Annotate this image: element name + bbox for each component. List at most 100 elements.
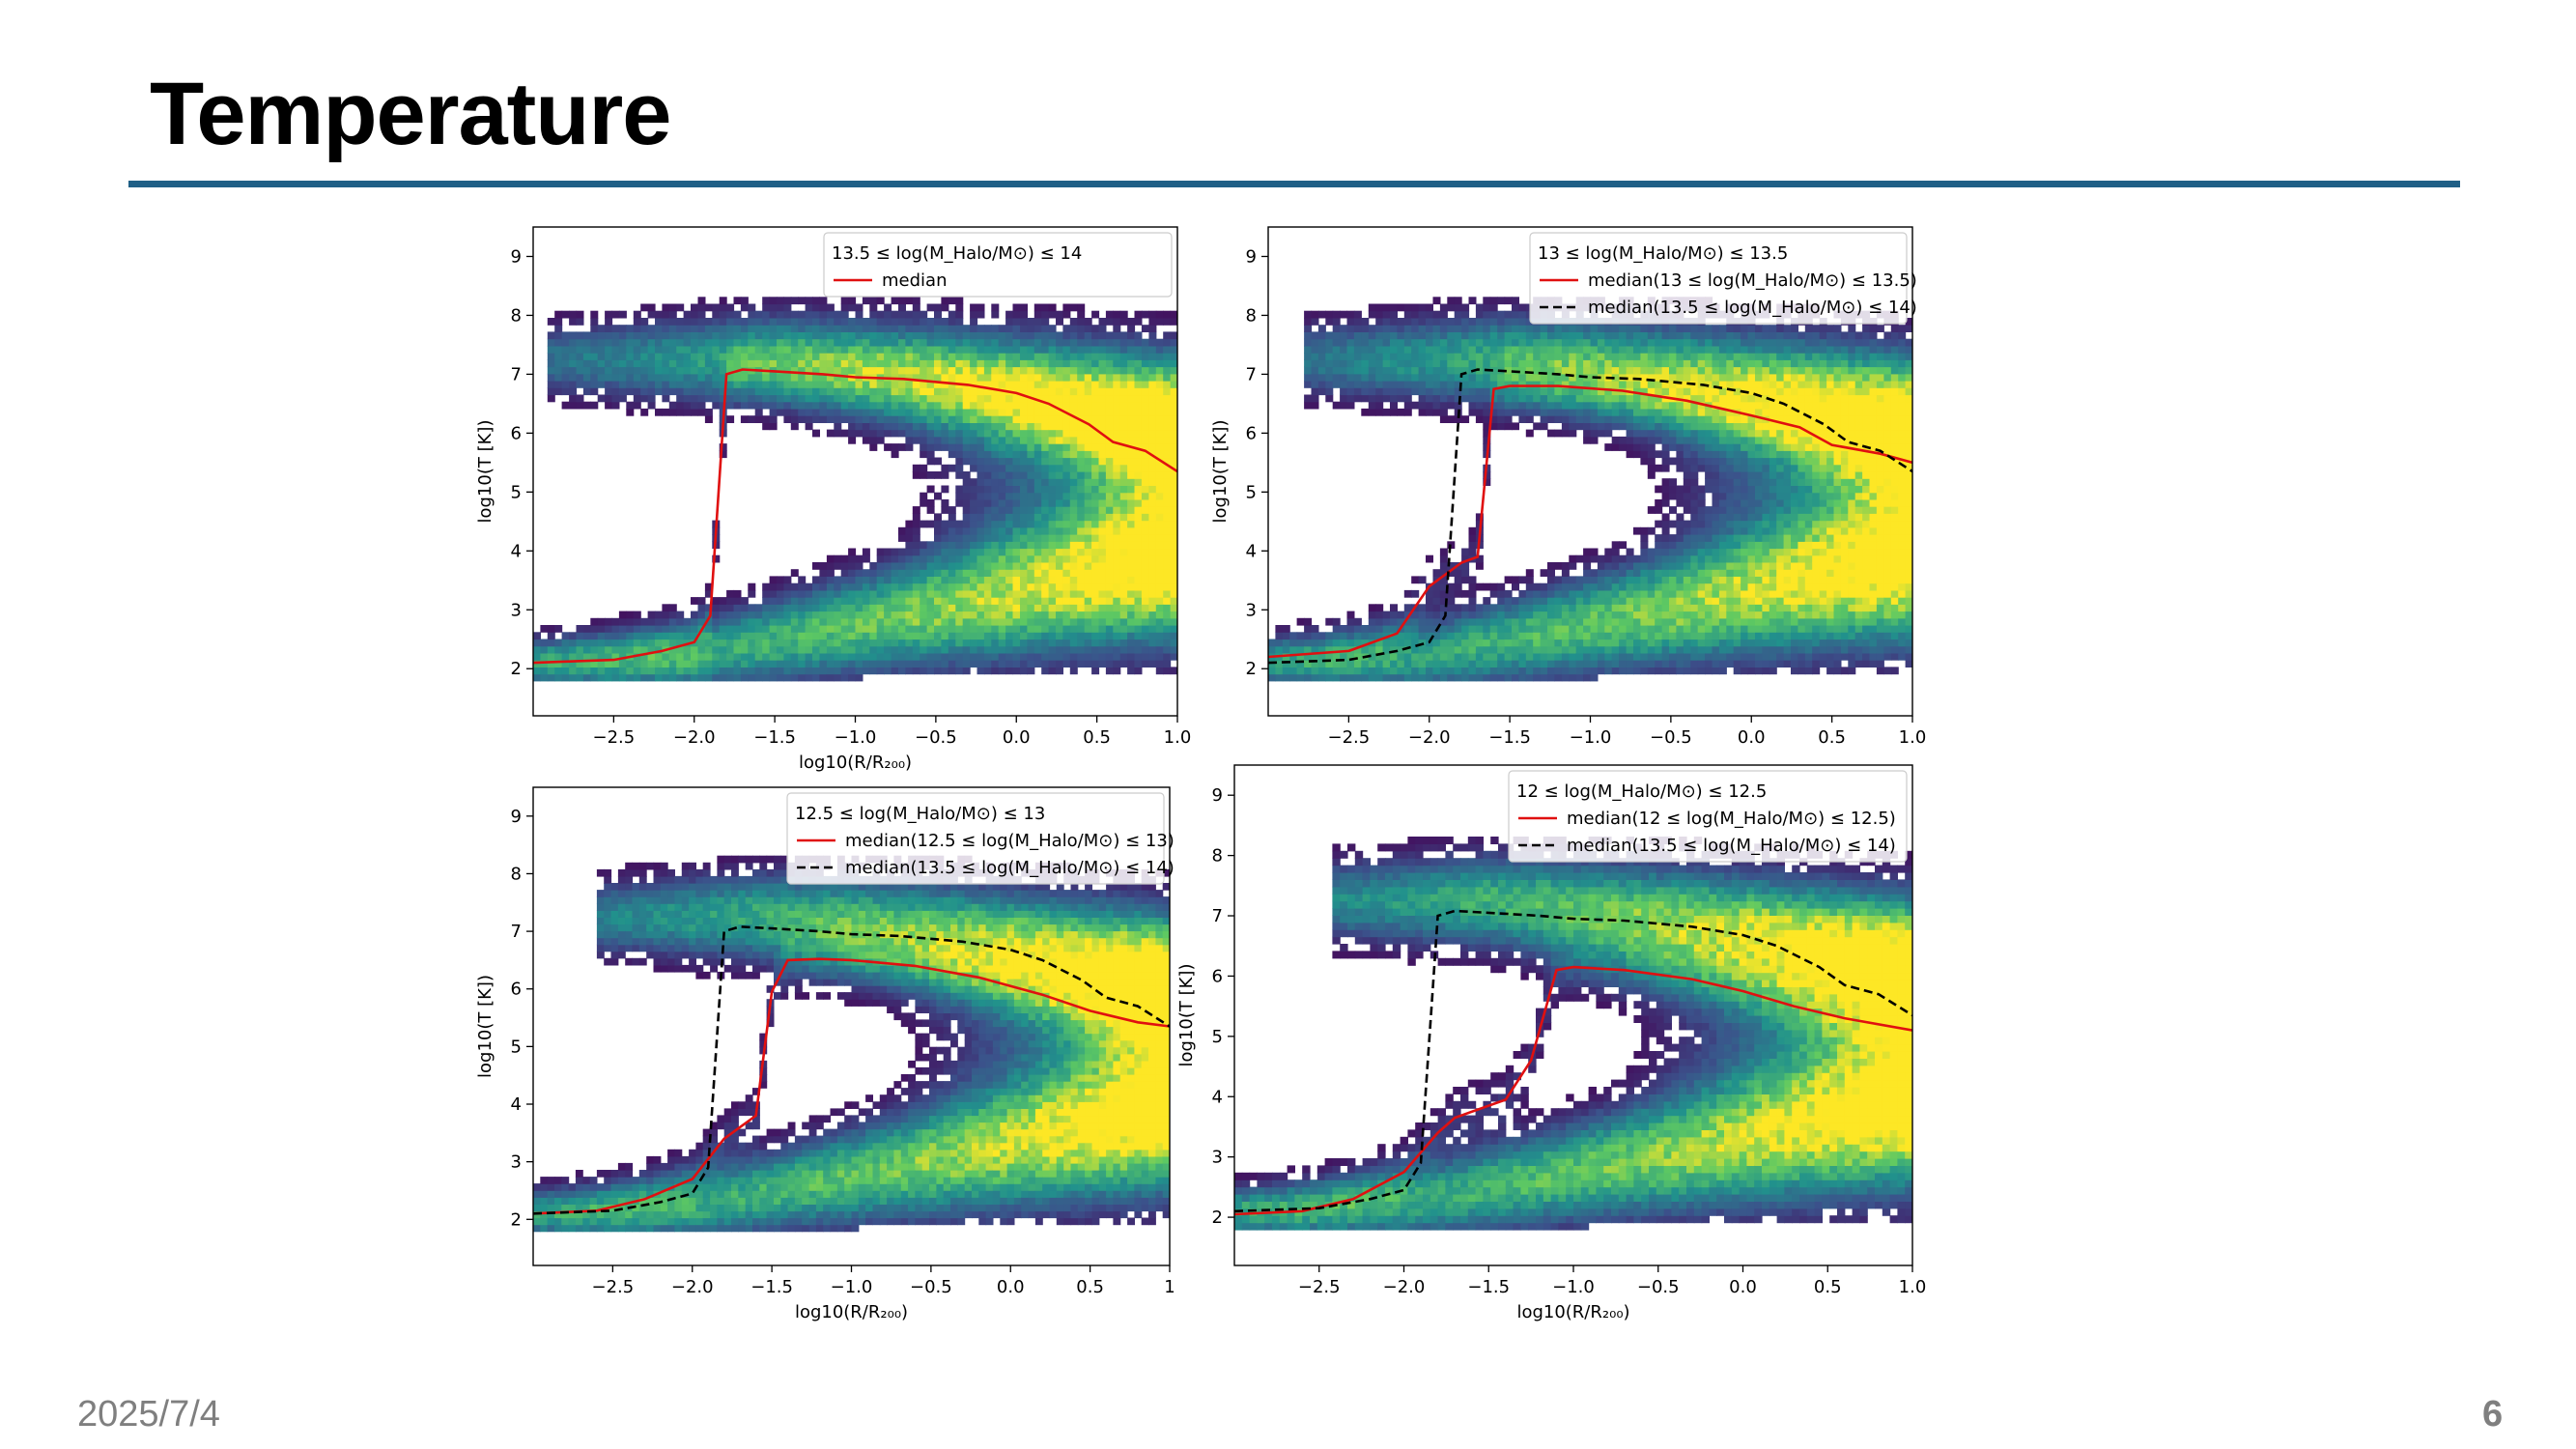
y-tick-label: 2 (511, 659, 522, 679)
y-tick-label: 9 (1212, 785, 1223, 806)
median-line (533, 368, 1177, 665)
x-tick-label: −0.5 (910, 1277, 952, 1297)
y-tick-label: 4 (511, 1094, 522, 1115)
x-tick-label: 0.5 (1083, 727, 1111, 748)
x-tick-label: −2.0 (1383, 1277, 1426, 1297)
footer-date: 2025/7/4 (77, 1394, 220, 1435)
density-heatmap (533, 227, 1177, 716)
x-tick-label: 0.5 (1076, 1277, 1104, 1297)
y-tick-label: 3 (511, 600, 522, 620)
x-tick-label: −1.0 (835, 727, 877, 748)
x-tick-label: −1.0 (1570, 727, 1612, 748)
y-tick-label: 4 (511, 541, 522, 561)
x-tick-label: 0.5 (1814, 1277, 1842, 1297)
x-tick-label: −0.5 (915, 727, 957, 748)
y-axis-label: log10(T [K]) (475, 975, 495, 1078)
x-tick-label: 0.5 (1818, 727, 1846, 748)
chart-panel-2: −2.5 −2.0 −1.5 −1.0 −0.5 0.0 0.5 1.0 2 3 4 5 6 7 8 9 log… (1210, 226, 1927, 748)
y-tick-label: 8 (511, 864, 522, 884)
y-tick-label: 3 (511, 1152, 522, 1173)
median-line (533, 957, 1170, 1215)
legend-title: 13.5 ≤ log(M_Halo/M⊙) ≤ 14 (832, 243, 1082, 264)
x-tick-label: −2.5 (593, 727, 636, 748)
x-tick-label: −1.0 (831, 1277, 873, 1297)
x-axis-label: log10(R/R₂₀₀) (799, 753, 912, 773)
y-axis-label: log10(T [K]) (475, 420, 495, 524)
y-tick-label: 3 (1246, 600, 1257, 620)
x-tick-label: 1.0 (1164, 727, 1192, 748)
legend-entry: median (882, 270, 947, 291)
y-tick-label: 2 (1212, 1208, 1223, 1228)
y-axis-label: log10(T [K]) (1210, 420, 1231, 524)
x-axis-label: log10(R/R₂₀₀) (1516, 1302, 1629, 1322)
median-line (1234, 965, 1912, 1216)
y-axis-label: log10(T [K]) (1176, 964, 1197, 1067)
y-tick-label: 5 (511, 482, 522, 502)
page-number: 6 (2482, 1394, 2504, 1435)
y-tick-label: 9 (1246, 246, 1257, 267)
legend-title: 12.5 ≤ log(M_Halo/M⊙) ≤ 13 (795, 804, 1045, 824)
median-line (1268, 384, 1912, 659)
x-tick-label: 0.0 (1003, 727, 1031, 748)
y-tick-label: 5 (1246, 482, 1257, 502)
title-rule (128, 181, 2460, 187)
y-tick-label: 7 (511, 364, 522, 384)
median-line-reference (1234, 909, 1912, 1213)
x-tick-label: −1.0 (1552, 1277, 1595, 1297)
y-tick-label: 2 (1246, 659, 1257, 679)
x-tick-label: 1.0 (1899, 1277, 1927, 1297)
y-tick-label: 7 (1212, 906, 1223, 926)
y-tick-label: 7 (511, 922, 522, 942)
legend-entry: median(12.5 ≤ log(M_Halo/M⊙) ≤ 13) (845, 831, 1175, 851)
x-tick-label: 0.0 (1738, 727, 1766, 748)
x-tick-label: 0.0 (997, 1277, 1025, 1297)
x-axis-label: log10(R/R₂₀₀) (795, 1302, 908, 1322)
x-tick-label: −1.5 (750, 1277, 793, 1297)
y-tick-label: 7 (1246, 364, 1257, 384)
x-tick-label: 1 (1164, 1277, 1175, 1297)
y-tick-label: 5 (511, 1037, 522, 1057)
x-tick-label: −1.5 (1488, 727, 1531, 748)
y-tick-label: 2 (511, 1209, 522, 1230)
x-tick-label: −2.0 (671, 1277, 714, 1297)
legend-title: 12 ≤ log(M_Halo/M⊙) ≤ 12.5 (1516, 781, 1767, 802)
x-tick-label: −2.0 (1408, 727, 1451, 748)
legend: 13.5 ≤ log(M_Halo/M⊙) ≤ 14 median (823, 232, 1173, 298)
y-tick-label: 6 (1246, 423, 1257, 443)
density-heatmap (1234, 765, 1912, 1265)
x-tick-label: −2.5 (592, 1277, 635, 1297)
y-tick-label: 3 (1212, 1148, 1223, 1168)
x-tick-label: −2.5 (1298, 1277, 1341, 1297)
x-tick-label: −0.5 (1650, 727, 1692, 748)
y-tick-label: 6 (511, 423, 522, 443)
legend-entry: median(13.5 ≤ log(M_Halo/M⊙) ≤ 14) (1567, 836, 1896, 856)
legend: 12.5 ≤ log(M_Halo/M⊙) ≤ 13 median(12.5 ≤ … (786, 792, 1175, 885)
x-tick-label: −2.5 (1328, 727, 1371, 748)
x-tick-label: 0.0 (1729, 1277, 1757, 1297)
y-tick-label: 9 (511, 246, 522, 267)
x-tick-label: −1.5 (1467, 1277, 1510, 1297)
chart-panel-1: −2.5 −2.0 −1.5 −1.0 −0.5 0.0 0.5 1.0 2 3 4 5 6 7 8 9 log… (475, 226, 1192, 773)
y-tick-label: 8 (1246, 305, 1257, 326)
x-tick-label: 1.0 (1899, 727, 1927, 748)
x-tick-label: −0.5 (1637, 1277, 1680, 1297)
slide-title: Temperature (150, 65, 671, 163)
chart-panel-4: −2.5 −2.0 −1.5 −1.0 −0.5 0.0 0.5 1.0 2 3 4 5 6 7 8 9 log… (1176, 764, 1927, 1322)
y-tick-label: 6 (511, 980, 522, 1000)
y-tick-label: 9 (511, 807, 522, 827)
legend-entry: median(13.5 ≤ log(M_Halo/M⊙) ≤ 14) (845, 858, 1175, 878)
x-tick-label: −1.5 (753, 727, 796, 748)
median-line-reference (533, 924, 1170, 1215)
y-tick-label: 4 (1246, 541, 1257, 561)
legend-entry: median(12 ≤ log(M_Halo/M⊙) ≤ 12.5) (1567, 809, 1896, 829)
y-tick-label: 8 (511, 305, 522, 326)
legend-entry: median(13 ≤ log(M_Halo/M⊙) ≤ 13.5) (1588, 270, 1917, 291)
legend: 13 ≤ log(M_Halo/M⊙) ≤ 13.5 median(13 ≤ lo… (1529, 232, 1917, 325)
legend-entry: median(13.5 ≤ log(M_Halo/M⊙) ≤ 14) (1588, 298, 1917, 318)
median-line-reference (1268, 368, 1912, 665)
y-tick-label: 5 (1212, 1027, 1223, 1047)
legend: 12 ≤ log(M_Halo/M⊙) ≤ 12.5 median(12 ≤ lo… (1508, 770, 1908, 863)
x-tick-label: −2.0 (673, 727, 716, 748)
y-tick-label: 8 (1212, 846, 1223, 867)
